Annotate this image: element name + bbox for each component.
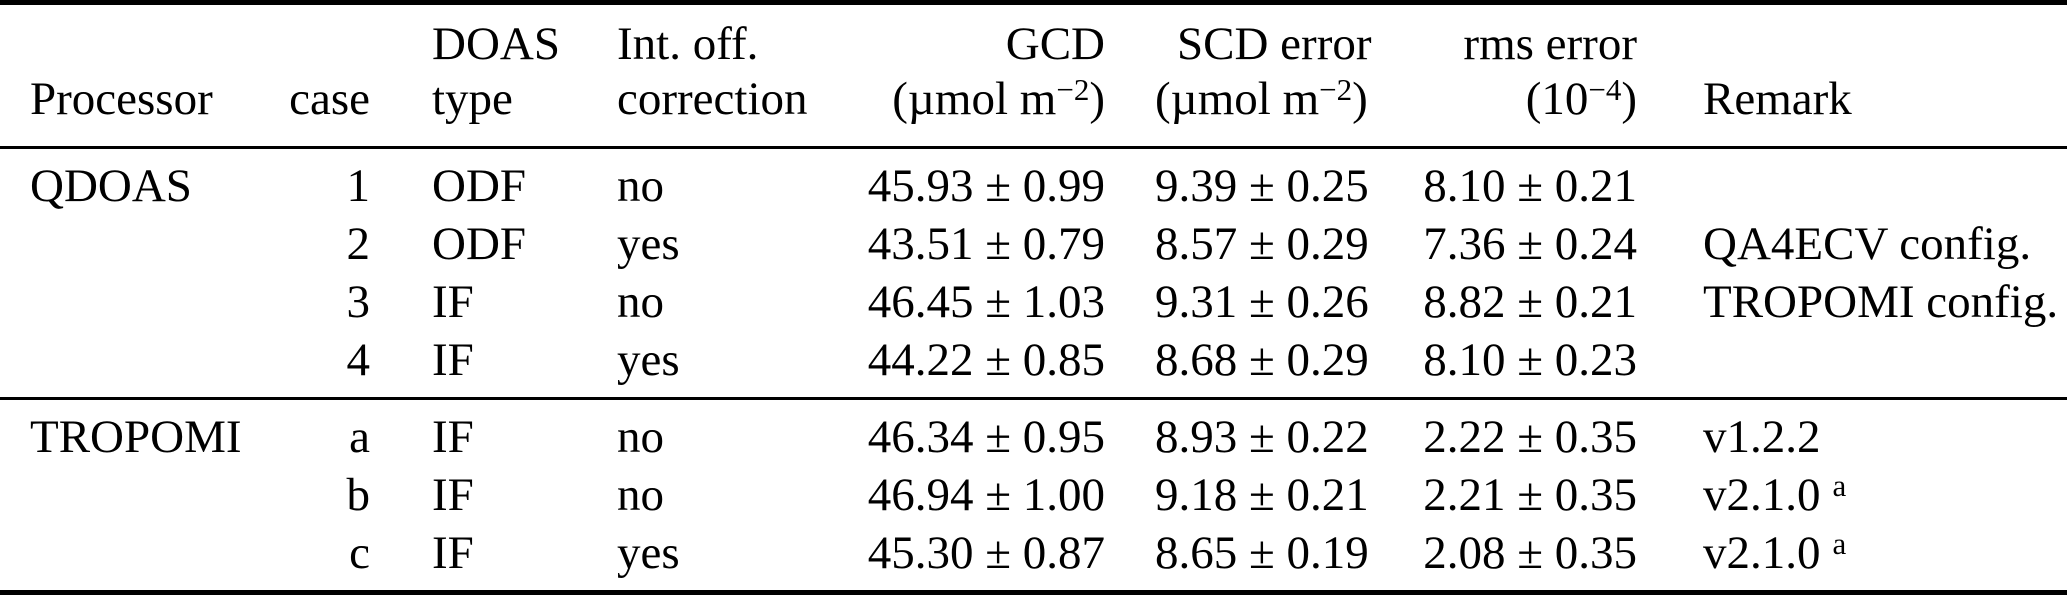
table-row: QDOAS 1 ODF no 45.93 ± 0.99 9.39 ± 0.25 … <box>0 148 2067 216</box>
cell-scd-error: 8.57 ± 0.29 <box>1155 217 1369 270</box>
header-unit: (µmol m−2) <box>1155 71 1368 125</box>
cell-int-off: yes <box>617 217 680 270</box>
header-label: type <box>432 72 513 125</box>
cell-rms-error: 2.21 ± 0.35 <box>1423 468 1637 521</box>
header-label: Processor <box>30 72 213 125</box>
header-label: case <box>289 72 370 125</box>
cell-case: 2 <box>346 217 371 270</box>
cell-doas-type: ODF <box>432 159 527 212</box>
superscript: −2 <box>1056 71 1090 107</box>
cell-int-off: no <box>617 468 664 521</box>
cell-int-off: yes <box>617 333 680 386</box>
cell-processor <box>0 524 280 593</box>
cell-doas-type: IF <box>432 275 474 328</box>
cell-rms-error: 2.22 ± 0.35 <box>1423 410 1637 463</box>
header-unit: (µmol m−2) <box>892 71 1105 125</box>
cell-case: b <box>346 468 371 521</box>
cell-scd-error: 8.68 ± 0.29 <box>1155 333 1369 386</box>
cell-processor: QDOAS <box>30 159 192 212</box>
cell-gcd: 45.30 ± 0.87 <box>867 526 1105 579</box>
cell-gcd: 46.94 ± 1.00 <box>867 468 1105 521</box>
cell-case: 3 <box>346 275 371 328</box>
cell-case: 4 <box>346 333 371 386</box>
col-header-remark: Remark <box>1637 2 2067 150</box>
table-row: 4 IF yes 44.22 ± 0.85 8.68 ± 0.29 8.10 ±… <box>0 331 2067 399</box>
superscript: −4 <box>1588 71 1622 107</box>
cell-processor <box>0 273 280 331</box>
header-label: Remark <box>1703 72 1852 125</box>
cell-processor <box>0 466 280 524</box>
table-row: TROPOMI a IF no 46.34 ± 0.95 8.93 ± 0.22… <box>0 399 2067 467</box>
cell-remark: v2.1.0 a <box>1703 467 1847 521</box>
cell-remark: TROPOMI config. <box>1703 275 2059 328</box>
cell-scd-error: 9.39 ± 0.25 <box>1155 159 1369 212</box>
superscript: −2 <box>1319 71 1353 107</box>
section-qdoas: QDOAS 1 ODF no 45.93 ± 0.99 9.39 ± 0.25 … <box>0 148 2067 399</box>
header-label: rms error <box>1463 18 1637 70</box>
cell-int-off: no <box>617 275 664 328</box>
cell-gcd: 44.22 ± 0.85 <box>867 333 1105 386</box>
col-header-case: case <box>280 2 370 150</box>
header-label: correction <box>617 72 808 125</box>
cell-scd-error: 8.65 ± 0.19 <box>1155 526 1369 579</box>
cell-gcd: 43.51 ± 0.79 <box>867 217 1105 270</box>
cell-doas-type: IF <box>432 410 474 463</box>
cell-doas-type: IF <box>432 468 474 521</box>
table-row: c IF yes 45.30 ± 0.87 8.65 ± 0.19 2.08 ±… <box>0 524 2067 593</box>
header-label: DOAS <box>432 18 560 70</box>
footnote-marker: a <box>1832 525 1847 561</box>
col-header-gcd: GCD (µmol m−2) <box>860 2 1105 150</box>
col-header-scd-error: SCD error (µmol m−2) <box>1105 2 1390 150</box>
header-unit: (10−4) <box>1525 71 1637 125</box>
header-label: Int. off. <box>617 18 759 70</box>
cell-case: 1 <box>346 159 371 212</box>
table-row: 3 IF no 46.45 ± 1.03 9.31 ± 0.26 8.82 ± … <box>0 273 2067 331</box>
cell-rms-error: 7.36 ± 0.24 <box>1423 217 1637 270</box>
cell-scd-error: 9.18 ± 0.21 <box>1155 468 1369 521</box>
col-header-int-off-correction: Int. off. correction <box>612 2 860 150</box>
cell-rms-error: 8.10 ± 0.23 <box>1423 333 1637 386</box>
cell-rms-error: 8.10 ± 0.21 <box>1423 159 1637 212</box>
cell-gcd: 46.45 ± 1.03 <box>867 275 1105 328</box>
cell-rms-error: 8.82 ± 0.21 <box>1423 275 1637 328</box>
cell-int-off: no <box>617 159 664 212</box>
cell-remark <box>1637 148 2067 216</box>
footnote-marker: a <box>1832 467 1847 503</box>
cell-scd-error: 8.93 ± 0.22 <box>1155 410 1369 463</box>
cell-doas-type: IF <box>432 333 474 386</box>
cell-gcd: 45.93 ± 0.99 <box>867 159 1105 212</box>
table-header: Processor case DOAS type Int. off. corre… <box>0 2 2067 150</box>
cell-doas-type: ODF <box>432 217 527 270</box>
col-header-doas-type: DOAS type <box>370 2 612 150</box>
cell-doas-type: IF <box>432 526 474 579</box>
cell-rms-error: 2.08 ± 0.35 <box>1423 526 1637 579</box>
header-label: GCD <box>1005 18 1105 70</box>
col-header-processor: Processor <box>0 2 280 150</box>
cell-gcd: 46.34 ± 0.95 <box>867 410 1105 463</box>
cell-case: c <box>349 526 370 579</box>
cell-processor <box>0 215 280 273</box>
cell-remark: QA4ECV config. <box>1703 217 2032 270</box>
cell-scd-error: 9.31 ± 0.26 <box>1155 275 1369 328</box>
cell-processor <box>0 331 280 399</box>
col-header-rms-error: rms error (10−4) <box>1390 2 1637 150</box>
table-row: b IF no 46.94 ± 1.00 9.18 ± 0.21 2.21 ± … <box>0 466 2067 524</box>
cell-case: a <box>349 410 370 463</box>
cell-remark: v2.1.0 a <box>1703 525 1847 579</box>
cell-processor: TROPOMI <box>30 410 242 463</box>
table-row: 2 ODF yes 43.51 ± 0.79 8.57 ± 0.29 7.36 … <box>0 215 2067 273</box>
cell-int-off: yes <box>617 526 680 579</box>
cell-remark <box>1637 331 2067 399</box>
cell-int-off: no <box>617 410 664 463</box>
cell-remark: v1.2.2 <box>1703 410 1821 463</box>
header-label: SCD error <box>1177 18 1372 70</box>
header-row: Processor case DOAS type Int. off. corre… <box>0 2 2067 150</box>
section-tropomi: TROPOMI a IF no 46.34 ± 0.95 8.93 ± 0.22… <box>0 398 2067 593</box>
